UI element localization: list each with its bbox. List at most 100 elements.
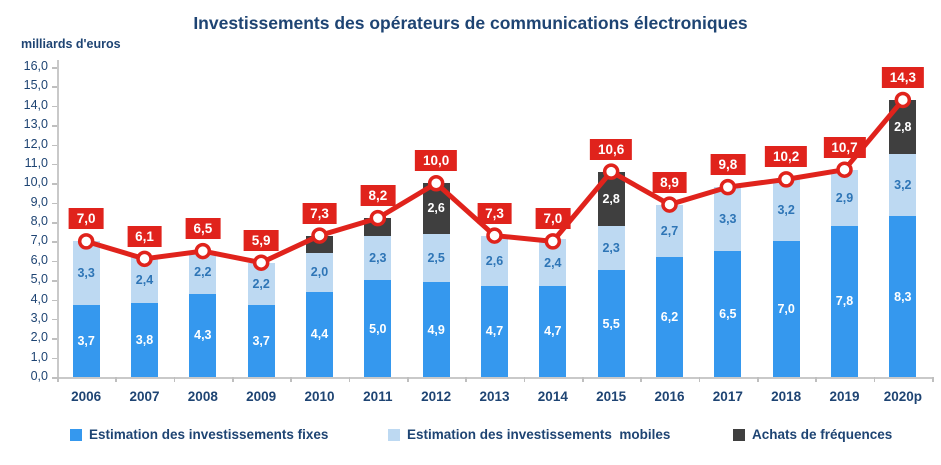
bar-segment-value-label: 3,3 bbox=[719, 212, 737, 227]
x-axis-label: 2020p bbox=[883, 389, 922, 404]
bar-segment-value-label: 4,7 bbox=[485, 324, 504, 339]
bar-segment-mobiles: 3,2 bbox=[772, 179, 800, 242]
y-axis-tick bbox=[52, 377, 57, 379]
bar-segment-mobiles: 2,4 bbox=[539, 239, 567, 286]
y-axis-tick-label: 5,0 bbox=[30, 272, 48, 287]
total-value-label: 10,0 bbox=[415, 150, 458, 172]
legend-label: Achats de fréquences bbox=[752, 427, 893, 442]
x-axis-tick bbox=[523, 377, 526, 382]
total-value-label: 10,6 bbox=[590, 138, 633, 160]
x-axis-tick bbox=[115, 377, 117, 382]
legend-item: Estimation des investissements mobiles bbox=[388, 427, 670, 442]
bar-segment-fixes: 3,7 bbox=[72, 305, 100, 377]
y-axis-tick-label: 10,0 bbox=[23, 175, 48, 190]
bar-segment-value-label: 3,2 bbox=[894, 178, 912, 193]
total-value-label: 7,3 bbox=[302, 202, 337, 224]
bar-segment-mobiles: 2,2 bbox=[189, 251, 217, 294]
bar-segment-value-label: 2,8 bbox=[602, 191, 620, 206]
legend-swatch-fixes bbox=[70, 428, 82, 441]
y-axis-tick bbox=[52, 183, 57, 185]
total-value-label: 7,0 bbox=[535, 208, 571, 230]
bar-segment-mobiles: 2,6 bbox=[481, 235, 508, 286]
bar-segment-value-label: 6,2 bbox=[660, 309, 679, 324]
bar-segment-value-label: 4,9 bbox=[427, 322, 445, 337]
bar-segment-mobiles: 3,3 bbox=[714, 187, 742, 252]
y-axis-tick bbox=[52, 125, 57, 127]
x-axis-tick bbox=[290, 377, 292, 382]
x-axis-label: 2011 bbox=[363, 389, 393, 404]
x-axis-tick bbox=[57, 377, 59, 382]
bar-segment-fixes: 4,7 bbox=[539, 285, 567, 377]
legend-item: Achats de fréquences bbox=[733, 427, 892, 442]
bar-segment-mobiles: 3,2 bbox=[889, 154, 917, 217]
y-axis-tick bbox=[52, 338, 57, 340]
y-axis-tick bbox=[52, 144, 57, 146]
y-axis-tick bbox=[52, 299, 57, 301]
bar-segment-mobiles: 2,5 bbox=[422, 233, 450, 283]
legend-label: Estimation des investissements fixes bbox=[89, 427, 329, 442]
total-value-label: 8,2 bbox=[360, 185, 396, 207]
bar-segment-fixes: 5,5 bbox=[597, 270, 625, 377]
bar-segment-value-label: 3,7 bbox=[77, 334, 95, 349]
bar-segment-value-label: 4,4 bbox=[310, 327, 329, 342]
x-axis-label: 2008 bbox=[187, 389, 218, 404]
y-axis-tick bbox=[52, 318, 57, 321]
bar-segment-frequences bbox=[306, 235, 333, 253]
bar-segment-value-label: 4,7 bbox=[544, 324, 562, 339]
bar-segment-value-label: 2,3 bbox=[369, 250, 387, 265]
bar-segment-frequences bbox=[364, 218, 392, 236]
bar-segment-value-label: 2,3 bbox=[602, 241, 620, 256]
x-axis-label: 2017 bbox=[712, 389, 743, 404]
x-axis-tick bbox=[348, 377, 351, 382]
x-axis-tick bbox=[932, 377, 934, 382]
total-value-label: 9,8 bbox=[710, 154, 746, 176]
bar-segment-fixes: 7,8 bbox=[831, 225, 858, 377]
x-axis-label: 2013 bbox=[479, 389, 510, 404]
bar-segment-fixes: 4,4 bbox=[306, 291, 333, 377]
y-axis-tick-label: 7,0 bbox=[30, 233, 48, 248]
bar-segment-fixes: 5,0 bbox=[364, 280, 392, 377]
x-axis-label: 2019 bbox=[829, 389, 860, 404]
y-axis-tick-label: 6,0 bbox=[30, 252, 48, 267]
bar-segment-fixes: 4,3 bbox=[189, 293, 217, 377]
y-axis-tick-label: 11,0 bbox=[24, 155, 48, 170]
y-axis-tick bbox=[52, 202, 57, 205]
x-axis-tick bbox=[698, 377, 701, 382]
bar-segment-value-label: 2,8 bbox=[894, 120, 912, 135]
y-axis-tick bbox=[52, 86, 57, 88]
y-axis-tick-label: 15,0 bbox=[23, 78, 48, 93]
x-axis-label: 2018 bbox=[771, 389, 802, 404]
bar-segment-mobiles: 2,3 bbox=[364, 235, 392, 281]
y-axis-tick-label: 14,0 bbox=[23, 97, 48, 112]
y-axis-tick bbox=[52, 105, 57, 108]
total-value-label: 6,5 bbox=[185, 218, 221, 240]
y-axis-tick bbox=[52, 357, 57, 360]
bar-segment-value-label: 4,3 bbox=[194, 328, 212, 343]
bar-segment-value-label: 3,8 bbox=[135, 333, 154, 348]
y-axis-tick-label: 3,0 bbox=[30, 310, 48, 325]
bar-segment-value-label: 5,5 bbox=[602, 316, 620, 331]
x-axis-tick bbox=[173, 377, 176, 382]
y-axis-tick-label: 8,0 bbox=[30, 214, 48, 228]
bar-segment-mobiles: 2,2 bbox=[247, 262, 275, 306]
bar-segment-value-label: 2,2 bbox=[194, 265, 212, 280]
total-value-label: 7,3 bbox=[477, 202, 512, 224]
x-axis-label: 2016 bbox=[654, 389, 685, 404]
x-axis-label: 2009 bbox=[246, 389, 277, 404]
bar-segment-frequences: 2,8 bbox=[889, 99, 917, 155]
bar-segment-value-label: 2,6 bbox=[485, 253, 504, 268]
y-axis-tick bbox=[52, 280, 57, 282]
bar-segment-value-label: 8,3 bbox=[894, 289, 912, 304]
y-axis-tick bbox=[52, 260, 57, 263]
x-axis-tick bbox=[232, 377, 234, 382]
bar-segment-value-label: 2,5 bbox=[427, 250, 445, 265]
y-axis-tick-label: 0,0 bbox=[30, 369, 48, 383]
bar-segment-mobiles: 2,4 bbox=[131, 256, 158, 304]
x-axis-tick bbox=[873, 377, 876, 382]
x-axis-tick bbox=[815, 377, 817, 382]
bar-segment-fixes: 8,3 bbox=[889, 216, 917, 377]
legend-swatch-frequences bbox=[733, 428, 745, 441]
total-value-label: 8,9 bbox=[652, 171, 687, 193]
x-axis-label: 2007 bbox=[129, 389, 160, 404]
